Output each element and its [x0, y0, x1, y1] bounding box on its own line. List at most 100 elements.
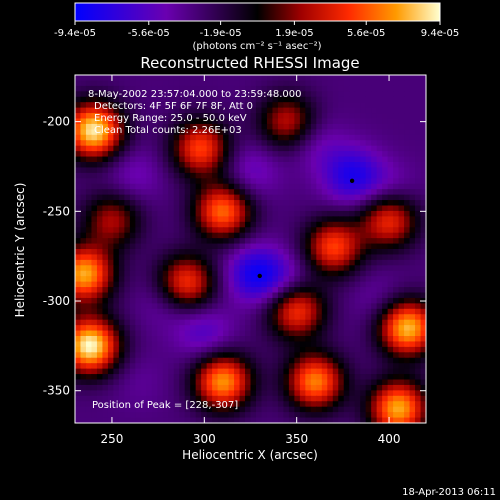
heatmap-cell: [228, 162, 235, 169]
heatmap-cell: [250, 107, 257, 114]
heatmap-cell: [398, 297, 405, 304]
heatmap-cell: [184, 352, 191, 359]
heatmap-cell: [184, 319, 191, 326]
heatmap-cell: [173, 113, 180, 120]
heatmap-cell: [376, 183, 383, 190]
heatmap-cell: [272, 205, 279, 212]
heatmap-cell: [184, 232, 191, 239]
heatmap-cell: [96, 189, 104, 196]
heatmap-cell: [283, 227, 290, 234]
heatmap-cell: [294, 412, 301, 419]
marked-point: [349, 178, 355, 184]
heatmap-cell: [299, 243, 306, 250]
heatmap-cell: [288, 330, 295, 337]
heatmap-cell: [360, 346, 367, 353]
heatmap-cell: [343, 167, 350, 174]
heatmap-cell: [343, 134, 350, 141]
heatmap-cell: [168, 129, 175, 136]
heatmap-cell: [212, 303, 219, 310]
heatmap-cell: [151, 167, 158, 174]
heatmap-cell: [404, 276, 411, 283]
heatmap-cell: [393, 91, 400, 98]
heatmap-cell: [327, 379, 334, 386]
heatmap-cell: [420, 205, 426, 212]
heatmap-cell: [409, 243, 416, 250]
heatmap-cell: [124, 134, 131, 141]
heatmap-cell: [118, 210, 125, 217]
heatmap-cell: [420, 374, 426, 381]
heatmap-cell: [404, 216, 411, 223]
heatmap-cell: [316, 417, 323, 423]
heatmap-cell: [409, 341, 416, 348]
heatmap-cell: [255, 330, 263, 337]
heatmap-cell: [80, 134, 87, 141]
heatmap-cell: [239, 123, 246, 130]
heatmap-cell: [321, 330, 328, 337]
heatmap-cell: [91, 227, 98, 234]
heatmap-cell: [365, 314, 372, 321]
heatmap-cell: [310, 189, 317, 196]
heatmap-cell: [135, 113, 142, 120]
heatmap-cell: [75, 384, 82, 391]
heatmap-cell: [85, 292, 93, 299]
heatmap-cell: [266, 287, 274, 294]
heatmap-cell: [96, 129, 104, 136]
heatmap-cell: [305, 281, 312, 288]
heatmap-cell: [409, 107, 416, 114]
heatmap-cell: [415, 330, 422, 337]
heatmap-cell: [294, 363, 301, 370]
heatmap-cell: [327, 254, 334, 261]
heatmap-cell: [349, 363, 356, 370]
heatmap-cell: [343, 129, 350, 136]
heatmap-cell: [255, 390, 263, 397]
heatmap-cell: [217, 254, 224, 261]
heatmap-cell: [250, 129, 257, 136]
heatmap-cell: [387, 243, 394, 250]
heatmap-cell: [371, 232, 378, 239]
heatmap-cell: [387, 232, 394, 239]
heatmap-cell: [316, 118, 323, 125]
heatmap-cell: [140, 254, 147, 261]
heatmap-cell: [277, 200, 284, 207]
heatmap-cell: [294, 162, 301, 169]
heatmap-cell: [173, 183, 180, 190]
heatmap-cell: [234, 123, 241, 130]
heatmap-cell: [305, 259, 312, 266]
heatmap-cell: [420, 314, 426, 321]
heatmap-cell: [398, 129, 405, 136]
heatmap-cell: [206, 374, 213, 381]
heatmap-cell: [365, 151, 372, 158]
heatmap-cell: [332, 221, 339, 228]
heatmap-cell: [179, 374, 186, 381]
heatmap-cell: [135, 189, 142, 196]
heatmap-cell: [245, 368, 252, 375]
heatmap-cell: [404, 200, 411, 207]
heatmap-cell: [360, 363, 367, 370]
heatmap-cell: [228, 406, 235, 413]
heatmap-cell: [206, 134, 213, 141]
heatmap-cell: [393, 417, 400, 423]
heatmap-cell: [228, 417, 235, 423]
heatmap-cell: [288, 91, 295, 98]
heatmap-cell: [206, 232, 213, 239]
heatmap-cell: [255, 281, 263, 288]
heatmap-cell: [162, 75, 169, 82]
heatmap-cell: [420, 265, 426, 272]
heatmap-cell: [294, 352, 301, 359]
heatmap-cell: [234, 412, 241, 419]
heatmap-cell: [277, 384, 284, 391]
heatmap-cell: [173, 107, 180, 114]
heatmap-cell: [140, 276, 147, 283]
heatmap-cell: [129, 395, 136, 402]
heatmap-cell: [129, 325, 136, 332]
heatmap-cell: [376, 172, 383, 179]
heatmap-cell: [140, 91, 147, 98]
heatmap-cell: [168, 151, 175, 158]
heatmap-cell: [80, 357, 87, 364]
heatmap-cell: [338, 281, 345, 288]
heatmap-cell: [327, 341, 334, 348]
heatmap-cell: [245, 129, 252, 136]
heatmap-cell: [157, 205, 164, 212]
heatmap-cell: [113, 156, 120, 163]
heatmap-cell: [157, 113, 164, 120]
